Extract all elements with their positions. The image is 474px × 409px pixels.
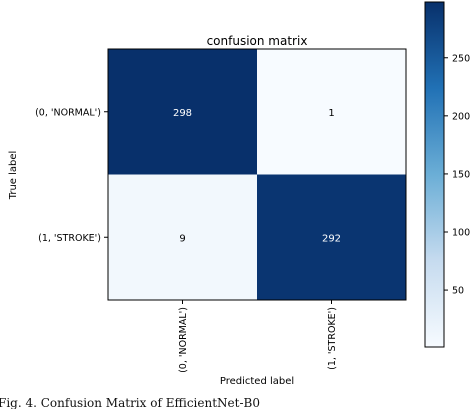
- cell-value-label: 292: [322, 233, 341, 244]
- x-tick-label: (0, 'NORMAL'): [178, 307, 189, 373]
- heatmap-cell: [257, 174, 406, 300]
- y-axis-label: True label: [8, 151, 19, 201]
- figure-caption: Fig. 4. Confusion Matrix of EfficientNet…: [0, 396, 260, 409]
- colorbar-tick-label: 250: [452, 53, 470, 64]
- colorbar-tick-label: 200: [452, 111, 470, 122]
- y-tick-label: (0, 'NORMAL'): [35, 107, 101, 118]
- colorbar-tick-label: 50: [452, 286, 464, 297]
- cell-value-label: 298: [173, 108, 192, 119]
- chart-title: confusion matrix: [207, 34, 308, 48]
- matrix-frame: [107, 48, 407, 301]
- heatmap-cell: [257, 49, 406, 175]
- cell-value-label: 9: [179, 233, 185, 244]
- y-tick-label: (1, 'STROKE'): [38, 233, 101, 244]
- x-axis-label: Predicted label: [220, 376, 294, 387]
- colorbar-tick-label: 100: [452, 228, 470, 239]
- colorbar-tick-label: 150: [452, 169, 470, 180]
- heatmap-cell: [108, 174, 257, 300]
- cell-value-label: 1: [328, 108, 334, 119]
- x-tick-label: (1, 'STROKE'): [327, 307, 338, 370]
- heatmap-cell: [108, 49, 257, 175]
- colorbar: [424, 1, 445, 348]
